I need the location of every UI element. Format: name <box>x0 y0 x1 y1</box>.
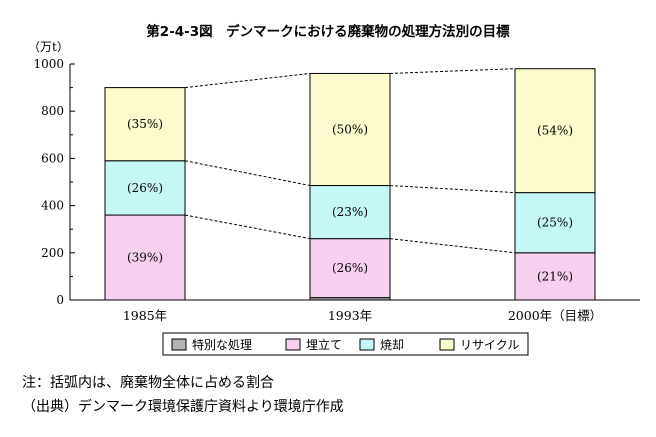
legend-swatch <box>171 338 187 351</box>
connector-line <box>184 72 311 89</box>
x-category-label: 1985年 <box>123 308 167 323</box>
bar-segment-label: (21%) <box>537 269 573 283</box>
bar-segment <box>514 192 596 254</box>
y-tick-label: 1000 <box>33 57 64 71</box>
plot-area: 0 200 400 600 800 1000 (39%) (26%) (35%) 1985年 (26… <box>33 57 640 323</box>
legend-swatch <box>439 338 455 351</box>
bar-segment-label: (54%) <box>537 124 573 138</box>
source-note: （出典）デンマーク環境保護庁資料より環境庁作成 <box>22 399 344 415</box>
connector-line <box>184 160 311 187</box>
legend-swatch <box>359 338 375 351</box>
bar-segment <box>104 160 186 216</box>
bar-segment-label: (50%) <box>332 122 368 136</box>
bar-segment-label: (39%) <box>127 251 163 265</box>
legend-label: 焼却 <box>380 338 404 352</box>
bar-segment-label: (26%) <box>127 181 163 195</box>
y-tick-label: 0 <box>56 293 64 307</box>
legend-label: 埋立て <box>306 337 342 352</box>
legend-label: リサイクル <box>460 338 519 352</box>
x-category-label: 2000年（目標） <box>508 308 602 323</box>
bar-segment-label: (35%) <box>127 117 163 131</box>
y-axis-unit-label: （万t） <box>28 40 69 54</box>
bar-segment <box>309 72 391 187</box>
connector-line <box>389 68 516 74</box>
legend-box <box>162 332 529 356</box>
legend-label: 特別な処理 <box>192 337 252 352</box>
bar-segment <box>514 252 596 301</box>
y-tick-label: 800 <box>41 104 64 118</box>
y-tick-label: 400 <box>41 199 64 213</box>
legend: 特別な処理 埋立て 焼却 リサイクル <box>162 332 529 356</box>
bar-segment-label: (25%) <box>537 216 573 230</box>
bar-segment-label: (23%) <box>332 205 368 219</box>
legend-swatch <box>285 338 301 351</box>
footnote: 注：括弧内は、廃棄物全体に占める割合 <box>22 375 274 391</box>
bar-segment <box>104 87 186 162</box>
bar-segment <box>514 68 596 194</box>
connector-line <box>389 185 516 194</box>
bar-segment-label: (26%) <box>332 261 368 275</box>
x-category-label: 1993年 <box>328 308 372 323</box>
connector-line <box>389 238 516 254</box>
bar-segment <box>309 238 391 299</box>
connector-line <box>184 214 311 240</box>
y-tick-label: 600 <box>41 151 64 165</box>
y-tick-label: 200 <box>41 246 64 260</box>
chart-title: 第2-4-3図 デンマークにおける廃棄物の処理方法別の目標 <box>146 24 510 40</box>
